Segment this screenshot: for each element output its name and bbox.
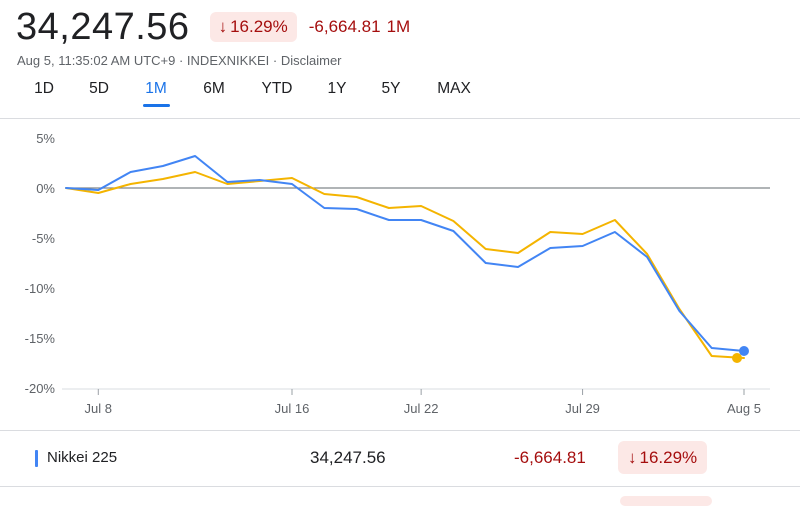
y-tick-label: -5% (32, 231, 56, 246)
y-tick-label: -10% (25, 281, 56, 296)
y-tick-label: -20% (25, 381, 56, 396)
x-tick-label: Jul 8 (85, 401, 112, 416)
chart-divider (0, 430, 800, 431)
x-tick-label: Jul 29 (565, 401, 600, 416)
change-percent-badge: ↓ 16.29% (209, 12, 297, 42)
quote-meta: Aug 5, 11:35:02 AM UTC+9 · INDEXNIKKEI ·… (17, 53, 342, 68)
series-color-swatch (35, 450, 38, 467)
legend-change: -6,664.81 (514, 448, 586, 467)
series-endpoint-nikkei (739, 346, 749, 356)
change-period: 1M (386, 17, 411, 36)
tab-6m[interactable]: 6M (203, 80, 225, 97)
legend-value: 34,247.56 (310, 448, 386, 467)
tab-ytd[interactable]: YTD (261, 80, 293, 97)
arrow-down-icon: ↓ (218, 17, 228, 36)
legend-series-name: Nikkei 225 (47, 449, 118, 466)
x-tick-label: Jul 16 (275, 401, 310, 416)
x-tick-label: Aug 5 (727, 401, 761, 416)
tab-max[interactable]: MAX (437, 80, 471, 97)
y-tick-label: -15% (25, 331, 56, 346)
tab-5d[interactable]: 5D (89, 80, 109, 97)
tab-1m[interactable]: 1M (145, 80, 167, 97)
legend-change-percent: 16.29% (639, 447, 698, 467)
tab-5y[interactable]: 5Y (381, 80, 401, 97)
tab-1y[interactable]: 1Y (327, 80, 347, 97)
price-header: 34,247.56 ↓ 16.29% -6,664.81 1M (16, 4, 410, 50)
legend-change-percent-badge: ↓ 16.29% (618, 441, 708, 474)
series-endpoint-comparison (732, 353, 742, 363)
series-line-nikkei (65, 155, 745, 352)
x-tick-label: Jul 22 (404, 401, 439, 416)
header-divider (0, 118, 800, 119)
series-line-comparison (65, 171, 745, 359)
next-row-badge (620, 496, 712, 506)
active-tab-indicator (143, 104, 170, 107)
legend-row-nikkei[interactable]: Nikkei 225 34,247.56 -6,664.81 ↓ 16.29% (0, 436, 800, 482)
tab-1d[interactable]: 1D (34, 80, 54, 97)
arrow-down-icon: ↓ (628, 447, 637, 467)
y-tick-label: 5% (36, 131, 55, 146)
y-tick-label: 0% (36, 181, 55, 196)
change-percent: 16.29% (230, 17, 288, 36)
change-value-group: -6,664.81 1M (309, 17, 410, 37)
legend-divider (0, 486, 800, 487)
current-price: 34,247.56 (16, 5, 190, 48)
price-chart[interactable]: 5% 0% -5% -10% -15% -20% Jul 8 Jul 16 Jul 22 Jul … (0, 120, 800, 420)
change-value: -6,664.81 (308, 17, 381, 36)
